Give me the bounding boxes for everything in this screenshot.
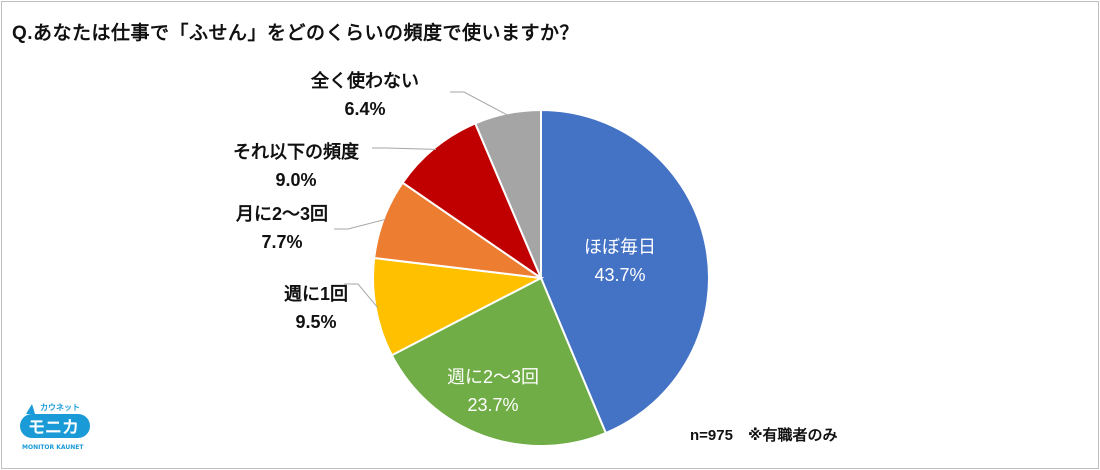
pie-slice-0 bbox=[540, 108, 710, 435]
leader-line-5 bbox=[450, 91, 509, 116]
chart-title: Q.あなたは仕事で「ふせん」をどのくらいの頻度で使いますか？ bbox=[12, 23, 580, 44]
pie-slice-1 bbox=[390, 276, 608, 447]
slice-value-label: 43.7% bbox=[594, 265, 645, 285]
leader-line-3 bbox=[334, 218, 386, 230]
pie-slice-5 bbox=[473, 108, 542, 279]
leader-line-2 bbox=[344, 283, 379, 308]
sample-note: n=975 ※有職者のみ bbox=[690, 427, 838, 444]
leader-line-4 bbox=[372, 147, 437, 150]
slice-value-label: 9.5% bbox=[295, 312, 336, 332]
pie-slice-4 bbox=[401, 122, 544, 281]
slice-value-label: 6.4% bbox=[344, 99, 385, 119]
slice-category-label: 週に1回 bbox=[284, 284, 348, 304]
svg-text:モニカ: モニカ bbox=[28, 418, 79, 438]
slice-category-label: それ以下の頻度 bbox=[233, 141, 360, 162]
pie-slice-2 bbox=[372, 256, 545, 357]
slice-category-label: ほぼ毎日 bbox=[584, 237, 656, 257]
svg-text:MONITOR KAUNET: MONITOR KAUNET bbox=[22, 444, 84, 451]
slice-value-label: 9.0% bbox=[275, 170, 316, 190]
svg-text:カウネット: カウネット bbox=[40, 402, 80, 412]
slice-category-label: 週に2～3回 bbox=[447, 367, 539, 387]
monica-logo: カウネット モニカ MONITOR KAUNET bbox=[20, 402, 90, 451]
slice-value-label: 23.7% bbox=[467, 395, 518, 415]
slice-category-label: 全く使わない bbox=[310, 70, 419, 91]
slice-value-label: 7.7% bbox=[261, 232, 302, 252]
slice-category-label: 月に2～3回 bbox=[235, 204, 328, 224]
